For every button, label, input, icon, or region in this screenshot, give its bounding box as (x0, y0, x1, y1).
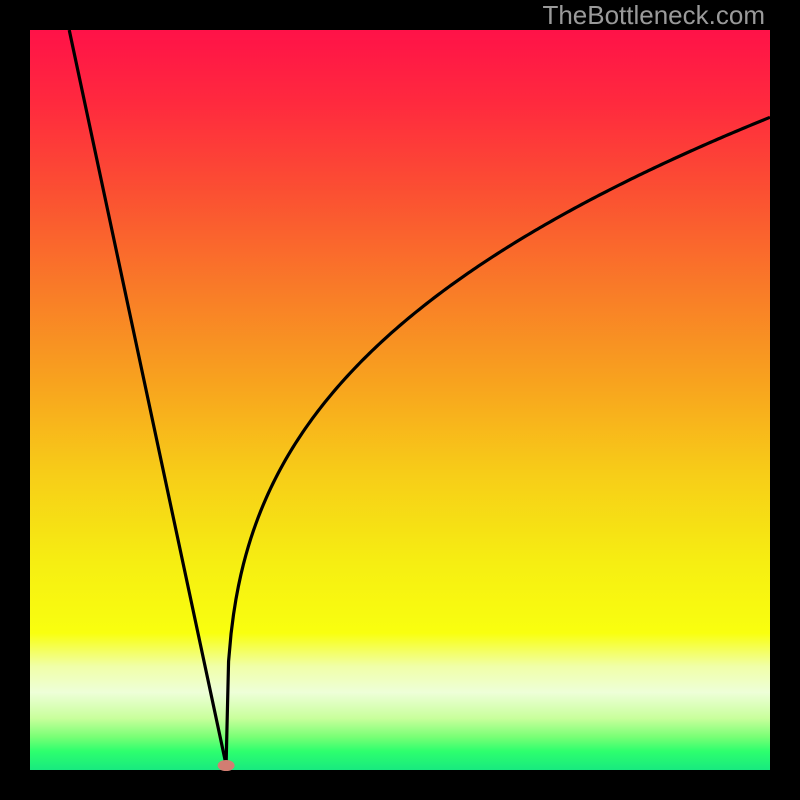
plot-background (30, 30, 770, 770)
vertex-marker (218, 760, 235, 771)
watermark-text: TheBottleneck.com (542, 0, 765, 30)
